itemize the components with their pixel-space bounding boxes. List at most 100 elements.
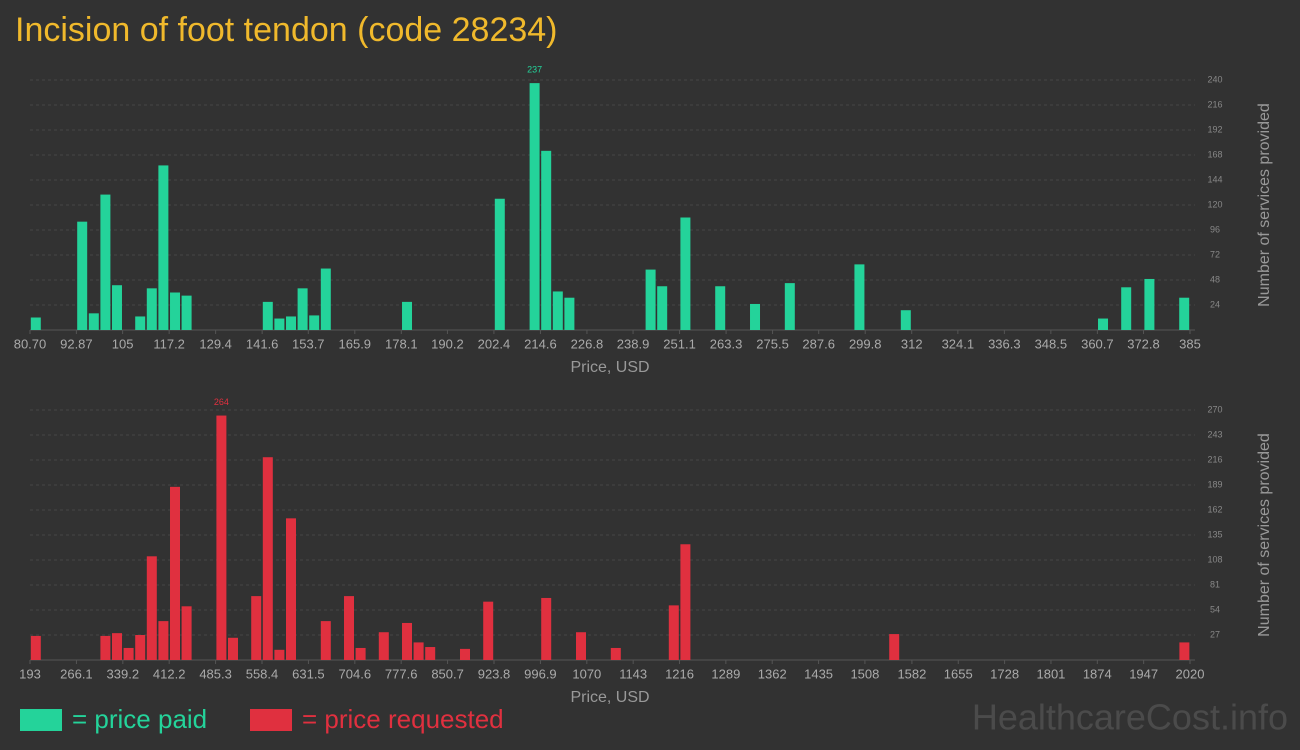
x-tick-label: 923.8 xyxy=(478,666,511,681)
x-tick-label: 1947 xyxy=(1129,666,1158,681)
y-tick-label: 162 xyxy=(1207,504,1222,514)
bar xyxy=(309,315,320,330)
x-tick-label: 287.6 xyxy=(802,336,835,351)
y-tick-label: 54 xyxy=(1210,604,1220,614)
x-tick-label: 348.5 xyxy=(1035,336,1068,351)
x-tick-label: 214.6 xyxy=(524,336,557,351)
x-tick-label: 141.6 xyxy=(246,336,279,351)
bar xyxy=(320,268,331,330)
bar xyxy=(274,649,285,660)
bar xyxy=(77,221,88,330)
bar xyxy=(216,415,227,660)
bar xyxy=(494,198,505,330)
bar xyxy=(564,297,575,330)
x-tick-label: 1655 xyxy=(944,666,973,681)
bar xyxy=(645,269,656,330)
x-tick-label: 266.1 xyxy=(60,666,93,681)
x-tick-label: 1143 xyxy=(619,666,647,681)
bar xyxy=(251,596,262,660)
x-tick-label: 1874 xyxy=(1083,666,1112,681)
x-tick-label: 996.9 xyxy=(524,666,557,681)
y-tick-label: 243 xyxy=(1207,429,1222,439)
bar xyxy=(355,647,366,660)
x-tick-label: 92.87 xyxy=(60,336,93,351)
x-tick-label: 193 xyxy=(19,666,41,681)
bar xyxy=(123,647,134,660)
x-tick-label: 275.5 xyxy=(756,336,789,351)
y-tick-label: 216 xyxy=(1207,454,1222,464)
legend-swatch xyxy=(250,709,292,731)
x-tick-label: 251.1 xyxy=(663,336,696,351)
bar xyxy=(146,288,157,330)
bar xyxy=(413,642,424,660)
x-tick-label: 1289 xyxy=(711,666,740,681)
chart-title: Incision of foot tendon (code 28234) xyxy=(15,11,558,49)
x-tick-label: 324.1 xyxy=(942,336,975,351)
x-tick-label: 1070 xyxy=(572,666,601,681)
y-tick-label: 108 xyxy=(1207,554,1222,564)
bar xyxy=(657,286,668,330)
y-axis-title: Number of services provided xyxy=(1256,433,1273,637)
bar xyxy=(170,292,181,330)
x-tick-label: 153.7 xyxy=(292,336,325,351)
bar xyxy=(158,621,169,660)
x-tick-label: 336.3 xyxy=(988,336,1021,351)
x-tick-label: 312 xyxy=(901,336,923,351)
x-tick-label: 1728 xyxy=(990,666,1019,681)
x-tick-label: 1582 xyxy=(897,666,926,681)
bar xyxy=(181,295,192,330)
bar xyxy=(576,632,587,660)
bar xyxy=(1179,297,1190,330)
bar xyxy=(344,596,355,660)
y-tick-label: 189 xyxy=(1207,479,1222,489)
bar xyxy=(146,556,157,660)
x-tick-label: 1801 xyxy=(1036,666,1065,681)
x-tick-label: 190.2 xyxy=(431,336,464,351)
bar xyxy=(900,310,911,330)
bar xyxy=(483,601,494,660)
bar xyxy=(274,318,285,330)
peak-label: 264 xyxy=(214,397,229,407)
x-tick-label: 1216 xyxy=(665,666,694,681)
x-tick-label: 704.6 xyxy=(339,666,372,681)
bar xyxy=(30,635,41,660)
y-tick-label: 24 xyxy=(1210,299,1220,309)
bar xyxy=(111,285,122,330)
y-tick-label: 168 xyxy=(1207,149,1222,159)
bar xyxy=(402,622,413,660)
y-tick-label: 81 xyxy=(1210,579,1220,589)
x-tick-label: 178.1 xyxy=(385,336,418,351)
y-axis-title: Number of services provided xyxy=(1256,103,1273,307)
bar xyxy=(889,634,900,660)
bar xyxy=(135,635,146,660)
x-tick-label: 80.70 xyxy=(14,336,47,351)
x-tick-label: 372.8 xyxy=(1127,336,1160,351)
x-tick-label: 202.4 xyxy=(478,336,511,351)
bar xyxy=(680,544,691,660)
bar xyxy=(715,286,726,330)
x-tick-label: 263.3 xyxy=(710,336,743,351)
bar xyxy=(750,303,761,330)
bar xyxy=(100,635,111,660)
bar xyxy=(100,194,111,330)
bar xyxy=(181,606,192,660)
bar xyxy=(402,301,413,330)
x-tick-label: 850.7 xyxy=(431,666,464,681)
bar xyxy=(541,150,552,330)
bar xyxy=(460,648,471,660)
y-tick-label: 135 xyxy=(1207,529,1222,539)
bar xyxy=(158,165,169,330)
watermark: HealthcareCost.info xyxy=(972,697,1288,738)
bar xyxy=(112,633,123,660)
y-tick-label: 192 xyxy=(1207,124,1222,134)
y-tick-label: 240 xyxy=(1207,74,1222,84)
legend-label: = price paid xyxy=(72,704,207,734)
bar xyxy=(135,316,146,330)
y-tick-label: 120 xyxy=(1207,199,1222,209)
bar xyxy=(170,486,181,660)
x-tick-label: 1508 xyxy=(850,666,879,681)
bar xyxy=(320,621,331,660)
